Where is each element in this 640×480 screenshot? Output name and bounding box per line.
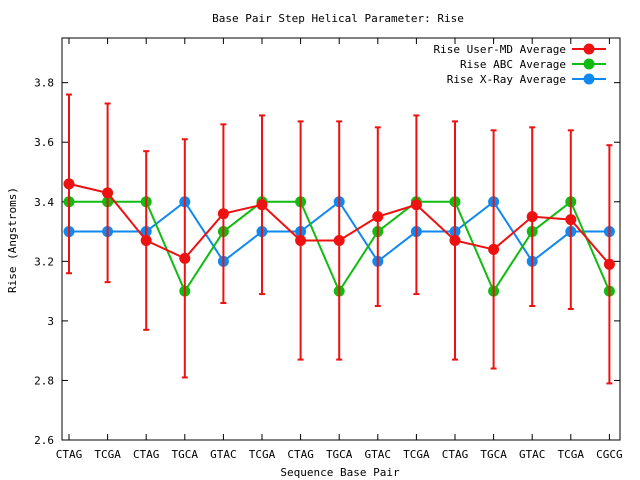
y-tick-label: 3.4 [34,196,54,209]
x-axis-ticks: CTAG TCGA CTAG TGCA GTAC TCGA CTAG TGCA GTAC TCGA… [56,38,623,461]
y-axis-label: Rise (Angstroms) [6,187,19,293]
x-tick-label: GTAC [519,448,546,461]
x-tick-label: TCGA [403,448,430,461]
data-point [63,178,75,190]
data-point [565,214,577,226]
x-tick-label: TCGA [94,448,121,461]
x-tick-label: TCGA [249,448,276,461]
legend-marker [583,73,595,85]
legend-marker [583,43,595,55]
x-tick-label: CTAG [442,448,469,461]
x-tick-label: TCGA [558,448,585,461]
plot-frame [61,37,621,441]
series-0 [63,93,615,385]
legend-label: Rise User-MD Average [434,43,566,56]
data-point [140,234,152,246]
data-point [295,234,307,246]
y-tick-label: 2.8 [34,374,54,387]
data-point [333,234,345,246]
data-point [256,199,268,211]
y-tick-label: 3.8 [34,77,54,90]
x-tick-label: CTAG [287,448,314,461]
data-point [179,252,191,264]
y-tick-label: 2.6 [34,434,54,447]
data-point [488,243,500,255]
x-tick-label: TGCA [172,448,199,461]
y-tick-label: 3.6 [34,136,54,149]
x-tick-label: GTAC [365,448,392,461]
data-point [526,211,538,223]
legend-label: Rise ABC Average [460,58,566,71]
x-tick-label: CTAG [133,448,160,461]
y-tick-label: 3.2 [34,255,54,268]
data-point [217,208,229,220]
data-point [603,258,615,270]
data-point [410,199,422,211]
data-point [372,211,384,223]
x-tick-label: GTAC [210,448,237,461]
x-axis-label: Sequence Base Pair [280,466,400,479]
x-tick-label: TGCA [480,448,507,461]
data-point [102,187,114,199]
x-tick-label: CTAG [56,448,83,461]
series-layer [63,93,615,385]
legend-marker [583,58,595,70]
legend-label: Rise X-Ray Average [447,73,566,86]
chart-title: Base Pair Step Helical Parameter: Rise [212,12,464,25]
x-tick-label: TGCA [326,448,353,461]
legend: Rise User-MD Average Rise ABC Average Rise… [434,43,606,86]
x-tick-label: CGCG [596,448,623,461]
y-axis-ticks: 2.6 2.8 3 3.2 3.4 3.6 3.8 [34,77,620,447]
data-point [449,234,461,246]
y-tick-label: 3 [47,315,54,328]
